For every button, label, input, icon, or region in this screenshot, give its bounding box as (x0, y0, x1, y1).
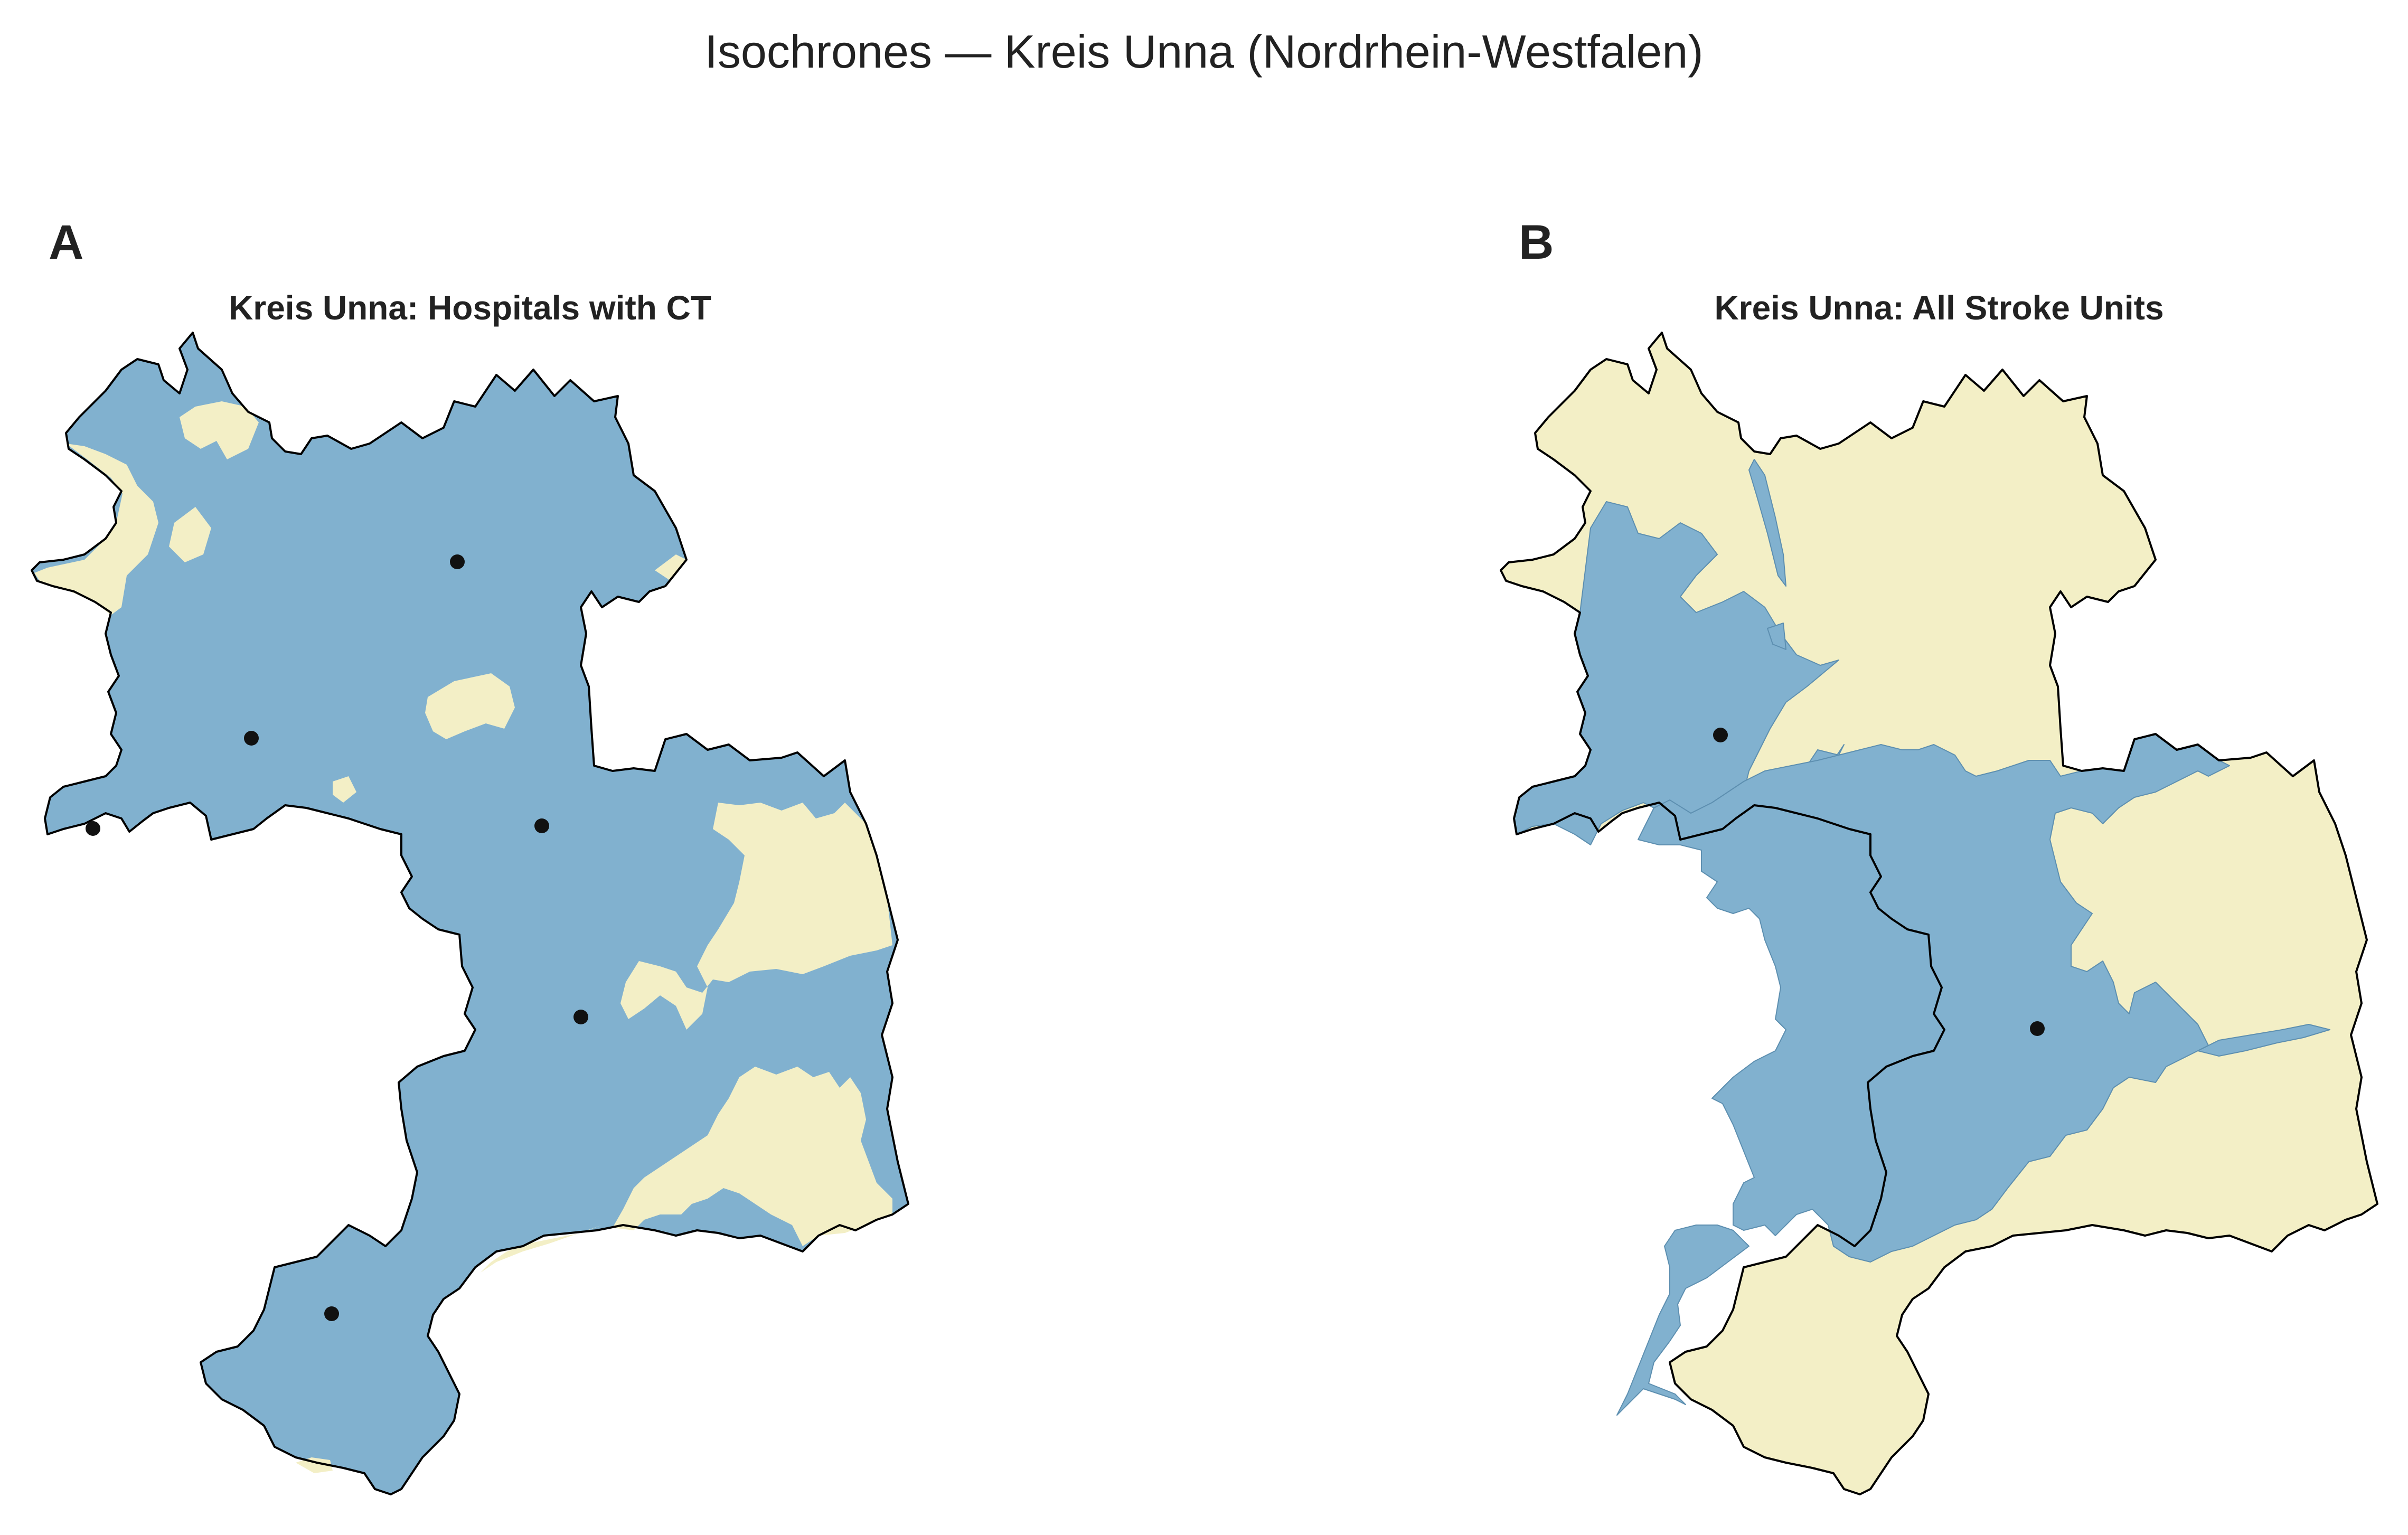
panel-a-unreachable-area (620, 803, 892, 1030)
panel-b: B Kreis Unna: All Stroke Units (1500, 215, 2378, 1495)
panel-a-facility-marker (86, 821, 100, 836)
panel-b-reachable-area (1767, 623, 1786, 650)
panel-b-reachable-area (1638, 733, 2230, 1263)
panel-a-title: Kreis Unna: Hospitals with CT (229, 289, 711, 327)
panel-a-unreachable-area (613, 1067, 892, 1246)
panel-a: A Kreis Unna: Hospitals with CT (31, 215, 909, 1495)
panel-b-map (1500, 332, 2378, 1495)
panel-a-letter: A (49, 215, 83, 269)
panel-a-unreachable-area (655, 554, 686, 581)
panel-b-facility-marker (2030, 1021, 2045, 1036)
panel-b-title: Kreis Unna: All Stroke Units (1714, 289, 2164, 327)
panel-a-unreachable-area (425, 673, 515, 739)
panel-a-unreachable-area (34, 444, 158, 615)
panel-b-reachable-area (1748, 459, 1786, 587)
panel-a-facility-marker (450, 554, 465, 569)
panel-b-reachable-area (1616, 1225, 1749, 1416)
panel-a-unreachable-area (333, 776, 356, 803)
panel-a-unreachable-area (169, 507, 211, 562)
panel-b-facility-marker (1713, 728, 1728, 742)
panel-a-facility-marker (324, 1306, 339, 1321)
figure-title: Isochrones — Kreis Unna (Nordrhein-Westf… (704, 25, 1703, 78)
panel-a-facility-marker (534, 818, 549, 833)
panel-a-facility-marker (573, 1010, 588, 1024)
panel-a-unreachable-area (296, 1457, 333, 1473)
panel-a-unreachable-area (180, 401, 259, 459)
panel-a-map (31, 332, 909, 1495)
panel-a-facility-marker (244, 731, 259, 746)
panel-b-reachable-area (2197, 1024, 2330, 1057)
panel-b-letter: B (1519, 215, 1554, 269)
